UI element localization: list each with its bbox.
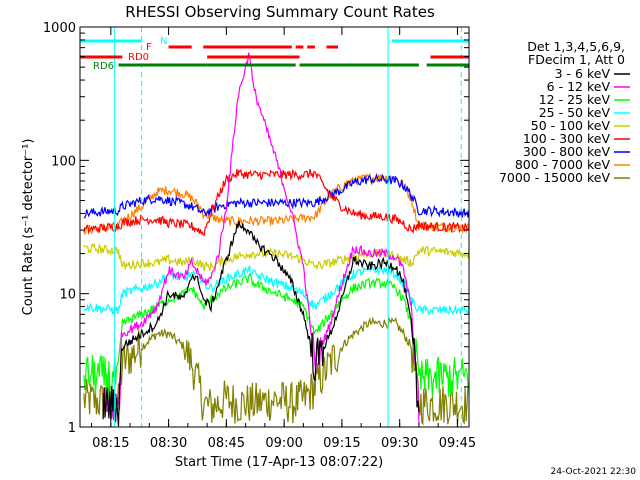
flag-label-n: N: [160, 36, 167, 47]
chart-title: RHESSI Observing Summary Count Rates: [125, 3, 435, 21]
x-tick-label: 08:30: [150, 436, 187, 451]
legend-label-7000-15000-kev: 7000 - 15000 keV: [499, 170, 610, 185]
flag-label-f: F: [146, 42, 152, 53]
y-axis: 1 10 100 1000: [43, 21, 469, 436]
series-12-25-kev-trace: [83, 273, 470, 399]
series-6-12-kev-trace: [102, 52, 420, 424]
legend-label-100-300-kev: 100 - 300 keV: [523, 131, 611, 146]
x-tick-label: 09:00: [265, 436, 302, 451]
flag-label-rd0: RD0: [128, 52, 149, 63]
generation-timestamp: 24-Oct-2021 22:30: [551, 467, 637, 477]
legend-label-50-100-kev: 50 - 100 keV: [531, 118, 611, 133]
legend-label-25-50-kev: 25 - 50 keV: [539, 105, 611, 120]
x-tick-label: 08:45: [208, 436, 245, 451]
series-7000-15000-kev-trace: [83, 316, 470, 426]
series-25-50-kev-trace: [83, 263, 470, 316]
x-axis: 08:15 08:30 08:45 09:00 09:15 09:30 09:45: [91, 27, 476, 451]
legend-header-detectors: Det 1,3,4,5,6,9,: [527, 39, 625, 54]
legend-label-800-7000-kev: 800 - 7000 keV: [515, 157, 611, 172]
legend-label-3-6-kev: 3 - 6 keV: [555, 66, 611, 81]
series-300-800-kev-trace: [83, 172, 470, 219]
x-tick-label: 09:45: [439, 436, 476, 451]
legend-label-12-25-kev: 12 - 25 keV: [539, 92, 611, 107]
y-axis-label: Count Rate (s⁻¹ detector⁻¹): [21, 139, 36, 316]
plot-frame: [79, 26, 470, 428]
series-3-6-kev-trace: [102, 220, 420, 427]
x-tick-label: 09:15: [323, 436, 360, 451]
flag-label-rd6: RD6: [93, 61, 114, 72]
series-100-300-kev-trace: [83, 168, 470, 237]
x-tick-label: 08:15: [92, 436, 129, 451]
y-tick-label: 1000: [43, 21, 76, 36]
y-tick-label: 100: [51, 154, 76, 169]
legend-label-300-800-kev: 300 - 800 keV: [523, 144, 611, 159]
trace-layer: [83, 52, 470, 427]
legend-label-6-12-kev: 6 - 12 keV: [547, 79, 611, 94]
x-axis-label: Start Time (17-Apr-13 08:07:22): [175, 455, 383, 470]
flag-layer: [80, 39, 469, 67]
y-tick-label: 10: [59, 288, 76, 303]
legend-header-decimation: FDecim 1, Att 0: [528, 52, 625, 67]
marker-layer: [114, 27, 462, 427]
x-tick-label: 09:30: [381, 436, 418, 451]
y-tick-label: 1: [68, 421, 76, 436]
